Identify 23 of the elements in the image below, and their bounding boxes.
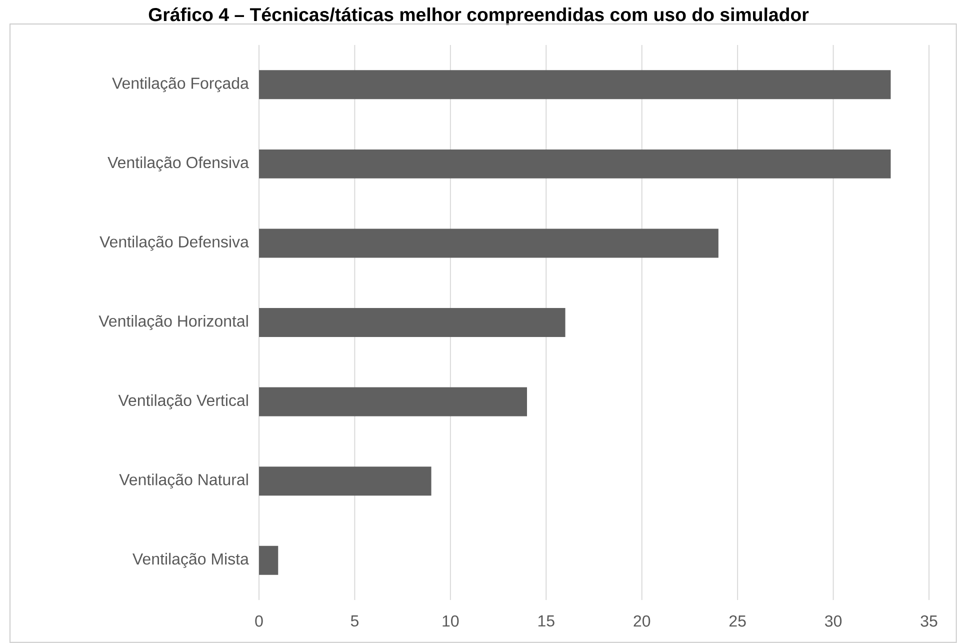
y-tick-label: Ventilação Forçada	[112, 77, 249, 92]
x-tick-label: 10	[442, 615, 459, 627]
bar	[259, 228, 718, 258]
y-tick-label: Ventilação Defensiva	[100, 236, 249, 251]
bar	[259, 466, 432, 496]
y-tick-label: Ventilação Mista	[132, 552, 249, 568]
bar	[259, 308, 566, 338]
x-tick-label: 35	[920, 615, 938, 627]
bar	[259, 70, 891, 100]
x-tick-label: 15	[538, 615, 554, 627]
chart-title: Gráfico 4 – Técnicas/táticas melhor compreendidas com uso do simulador	[148, 7, 809, 25]
y-tick-label: Ventilação Natural	[119, 474, 248, 489]
y-tick-label: Ventilação Horizontal	[98, 315, 248, 330]
y-tick-label: Ventilação Ofensiva	[108, 156, 249, 172]
x-tick-label: 20	[634, 615, 650, 627]
bar	[259, 546, 278, 575]
x-tick-label: 0	[255, 615, 263, 627]
x-tick-label: 30	[824, 615, 842, 627]
y-tick-label: Ventilação Vertical	[118, 394, 248, 410]
x-tick-label: 25	[729, 615, 746, 627]
bar	[259, 149, 891, 178]
bar	[259, 387, 528, 416]
x-tick-label: 5	[350, 615, 358, 627]
